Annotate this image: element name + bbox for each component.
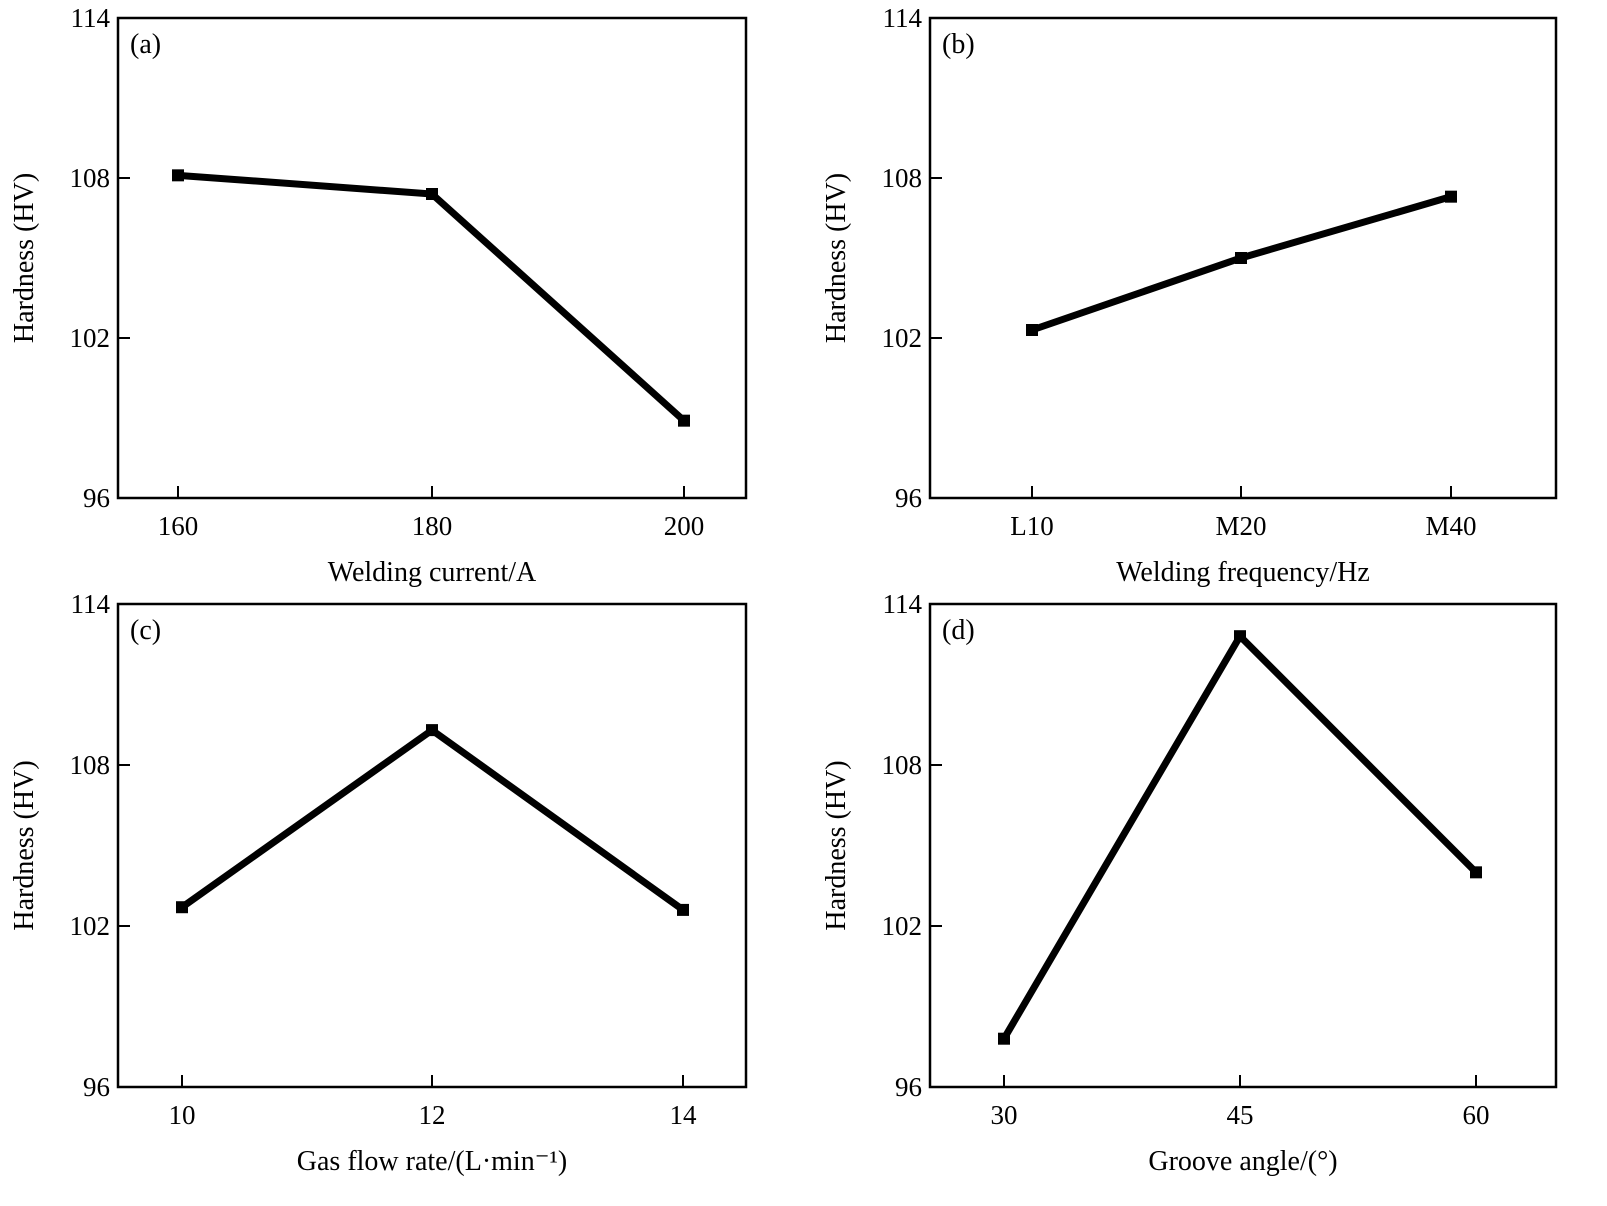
- series-line: [1000, 630, 1479, 1041]
- panel-label: (a): [130, 29, 161, 60]
- x-tick-label: M20: [1215, 511, 1266, 541]
- y-tick-label: 102: [70, 323, 111, 353]
- y-tick-label: 114: [71, 589, 111, 619]
- y-axis-label: Hardness (HV): [9, 173, 40, 343]
- panel-label: (c): [130, 615, 161, 646]
- x-tick-label: 12: [419, 1100, 446, 1130]
- y-tick-label: 108: [70, 163, 111, 193]
- y-tick-label: 114: [883, 589, 923, 619]
- y-tick-label: 96: [895, 483, 922, 513]
- y-axis-label: Hardness (HV): [821, 760, 852, 930]
- x-tick-label: 180: [412, 511, 453, 541]
- y-tick-label: 108: [70, 750, 111, 780]
- x-tick-label: 14: [670, 1100, 698, 1130]
- data-point: [1234, 630, 1246, 643]
- data-point: [998, 1032, 1010, 1045]
- y-tick-label: 108: [882, 750, 923, 780]
- y-tick-label: 114: [71, 3, 111, 33]
- x-tick-label: M40: [1425, 511, 1476, 541]
- x-tick-label: 30: [991, 1100, 1018, 1130]
- y-tick-label: 114: [883, 3, 923, 33]
- x-axis-label: Gas flow rate/(L·min⁻¹): [297, 1146, 567, 1177]
- data-point: [426, 724, 438, 737]
- data-point: [172, 169, 184, 182]
- data-point: [1470, 866, 1482, 879]
- x-tick-label: L10: [1010, 511, 1054, 541]
- series-line: [179, 725, 686, 913]
- panel-d: 96 102 108 114 30 45 60 (d) Groove angle/(°) Hard…: [821, 589, 1558, 1177]
- data-point: [1445, 190, 1457, 203]
- panel-label: (b): [942, 29, 975, 60]
- y-tick-label: 102: [882, 323, 923, 353]
- plot-frame: [116, 602, 748, 1089]
- y-tick-label: 96: [83, 1072, 110, 1102]
- data-point: [1026, 324, 1038, 336]
- panel-label: (d): [942, 615, 975, 646]
- data-point: [678, 414, 690, 427]
- x-tick-label: 45: [1227, 1100, 1254, 1130]
- x-tick-label: 60: [1463, 1100, 1490, 1130]
- data-point: [176, 901, 188, 914]
- y-tick-label: 102: [882, 911, 923, 941]
- x-axis-label: Welding current/A: [328, 557, 537, 588]
- panel-c: 96 102 108 114 10 12 14 (c) Gas flow rate/(L·min…: [9, 589, 748, 1177]
- y-tick-label: 96: [83, 483, 110, 513]
- plot-frame: [928, 602, 1558, 1089]
- x-tick-label: 10: [169, 1100, 196, 1130]
- x-tick-label: 200: [664, 511, 705, 541]
- x-tick-label: 160: [158, 511, 199, 541]
- series-line: [177, 171, 687, 424]
- y-axis-label: Hardness (HV): [9, 760, 40, 930]
- panel-a: 96 102 108 114 160 180 200 (a) Welding current/A…: [9, 3, 748, 588]
- y-axis-label: Hardness (HV): [821, 173, 852, 343]
- plot-frame: [928, 16, 1558, 500]
- x-axis-label: Welding frequency/Hz: [1116, 557, 1370, 588]
- panel-b: 96 102 108 114 L10 M20 M40 (b) Welding frequency…: [821, 3, 1558, 588]
- data-point: [677, 903, 689, 916]
- y-tick-label: 102: [70, 911, 111, 941]
- x-axis-label: Groove angle/(°): [1148, 1146, 1337, 1177]
- y-tick-label: 96: [895, 1072, 922, 1102]
- data-point: [426, 188, 438, 200]
- data-point: [1235, 252, 1247, 264]
- y-tick-label: 108: [882, 163, 923, 193]
- plot-frame: [116, 16, 748, 500]
